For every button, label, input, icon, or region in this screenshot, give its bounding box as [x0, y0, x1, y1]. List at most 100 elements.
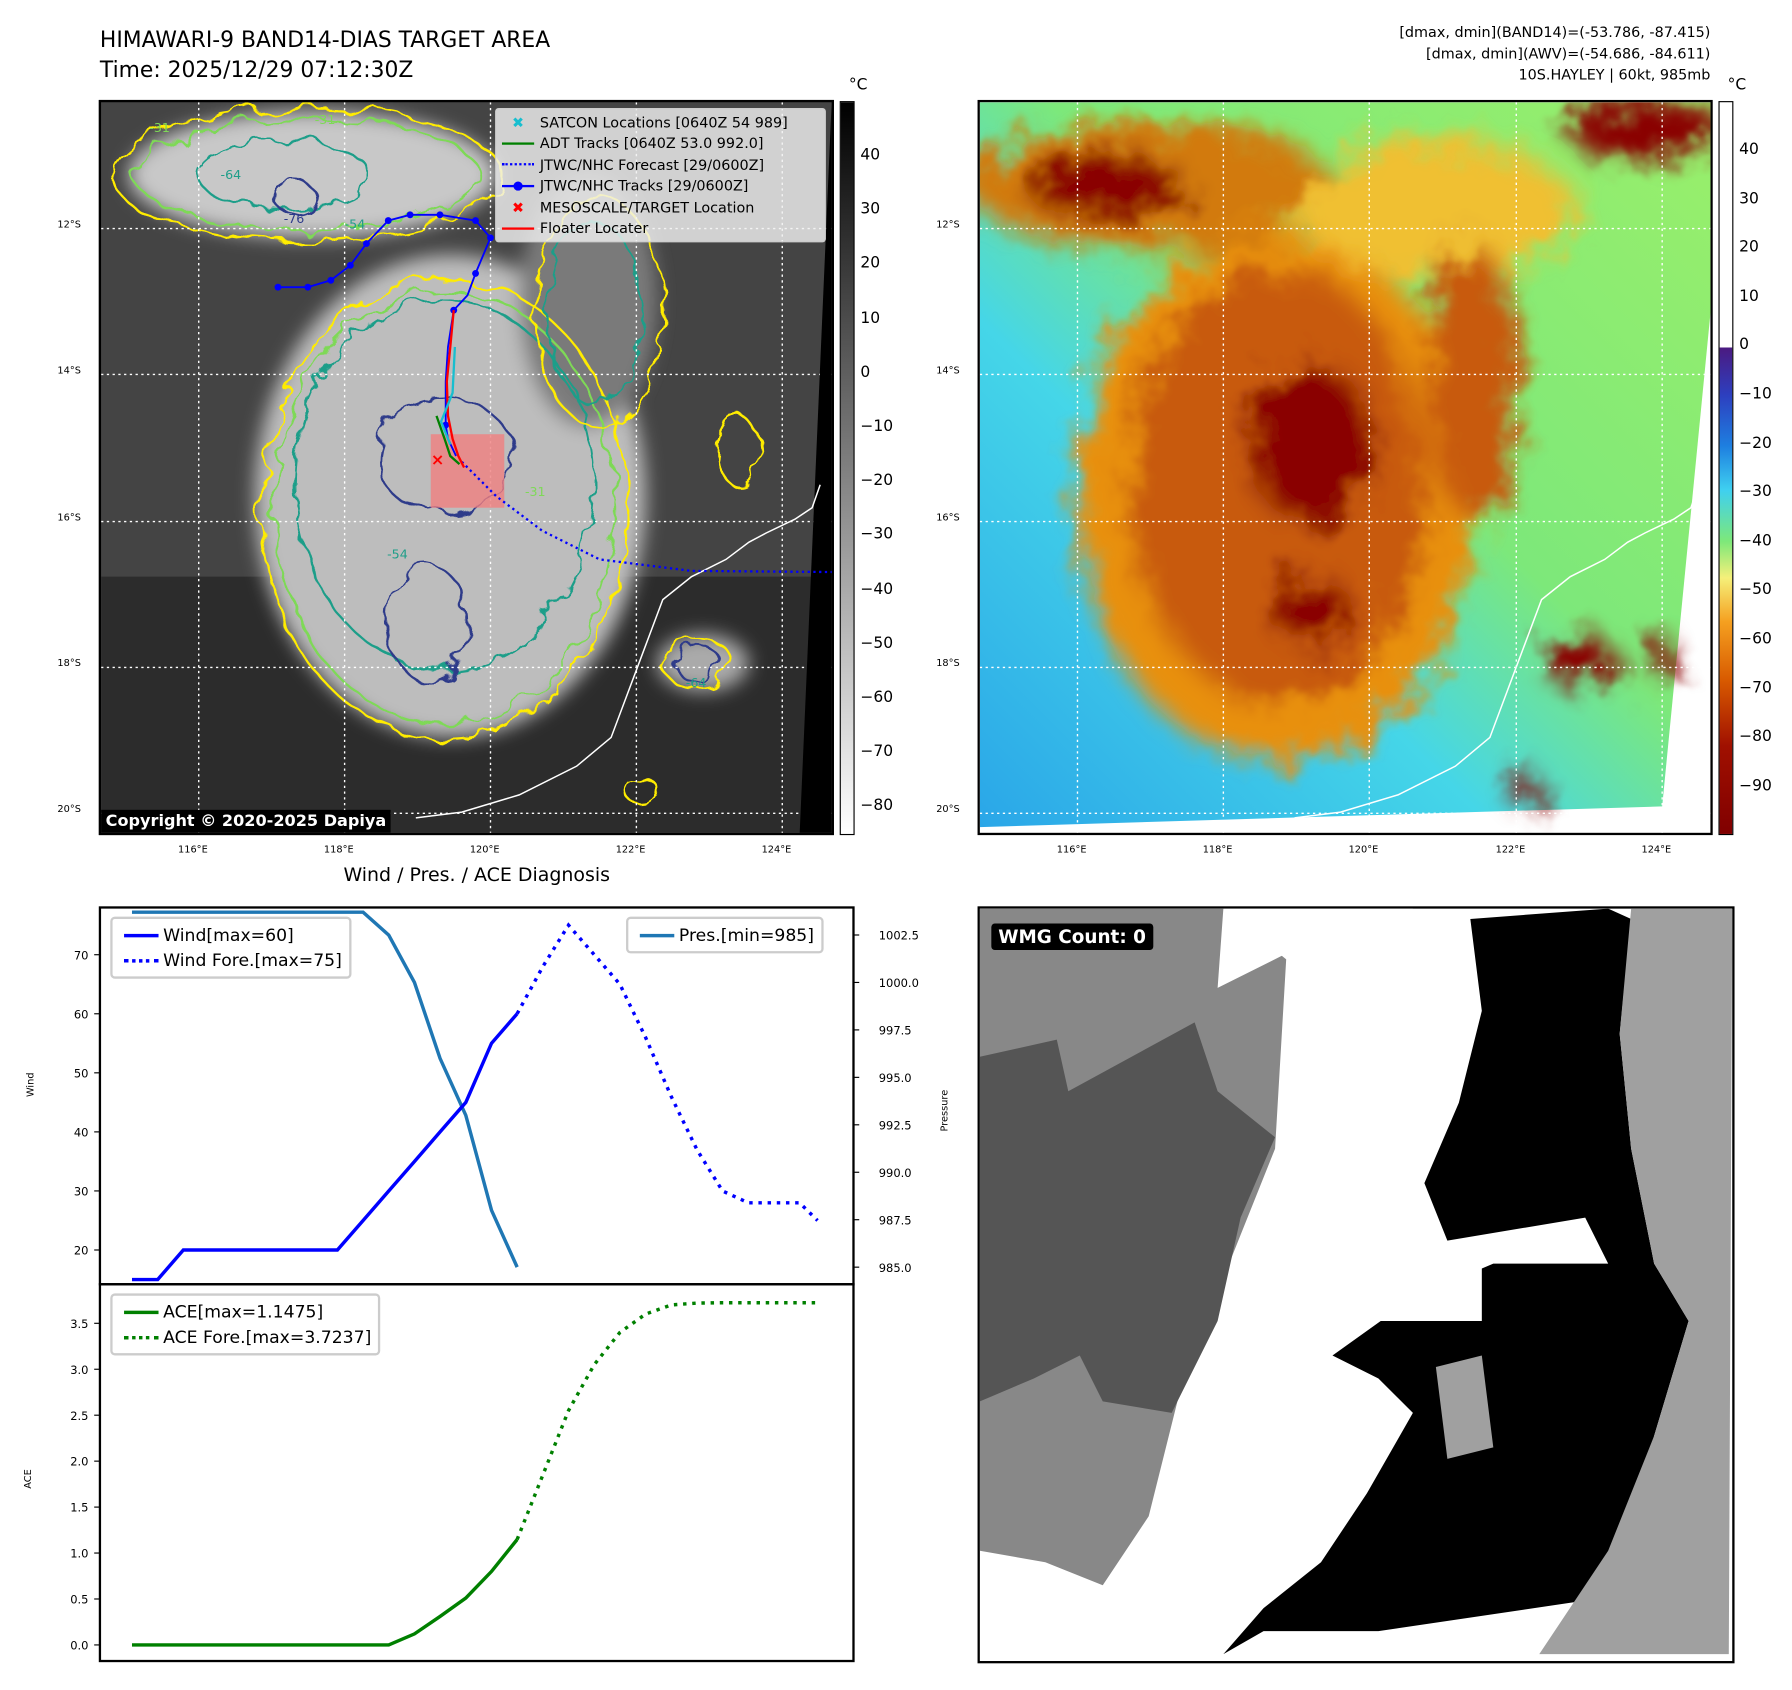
legend-satcon: ✖ SATCON Locations [0640Z 54 989] [496, 111, 825, 132]
info-storm: 10S.HAYLEY | 60kt, 985mb [1518, 65, 1711, 83]
colorbar-tick-label: −80 [860, 796, 894, 815]
colorbar-tick-label: −30 [1739, 482, 1772, 502]
legend-ace-forecast: ACE Fore.[max=3.7237] [119, 1324, 371, 1349]
info-block: [dmax, dmin](BAND14)=(-53.786, -87.415) … [1399, 22, 1710, 86]
copyright-label: Copyright © 2020-2025 Dapiya [101, 809, 391, 833]
legend-wind-forecast: Wind Fore.[max=75] [119, 948, 342, 973]
pressure-tick-label: 1000.0 [879, 976, 919, 990]
wmg-panel[interactable]: WMG Count: 0 [977, 906, 1735, 1664]
lat-tick-label: 12°S [936, 219, 960, 231]
lat-tick-label: 18°S [57, 658, 81, 670]
forecast-track [460, 460, 832, 574]
ace-tick-label: 2.5 [70, 1409, 88, 1423]
lat-tick-label: 20°S [936, 804, 960, 816]
contour-label: -54 [387, 546, 408, 561]
colorbar-tick-label: −80 [1739, 727, 1772, 746]
ace-forecast-line [515, 1301, 818, 1541]
colorbar-tick-label: 20 [860, 254, 881, 273]
lat-tick-label: 14°S [936, 365, 960, 377]
colorbar-tick-label: −20 [1739, 433, 1772, 453]
x-marker-icon: ✖ [512, 198, 525, 216]
mesoscale-box [430, 434, 505, 508]
colorbar-tick-label: 0 [860, 362, 871, 382]
wmg-image [979, 908, 1733, 1655]
colorbar-tick-label: −10 [860, 416, 894, 436]
solid-line-icon [496, 227, 540, 230]
lon-tick-label: 116°E [1056, 844, 1087, 856]
awv-colorbar [1718, 101, 1734, 836]
contour-label: -76 [284, 211, 305, 226]
colorbar-tick-label: 30 [860, 200, 881, 219]
ace-tick-label: 1.5 [70, 1501, 88, 1515]
legend-mesoscale: ✖ MESOSCALE/TARGET Location [496, 196, 825, 217]
colorbar-tick-label: −40 [860, 579, 894, 599]
contour-label: -64 [686, 675, 707, 690]
contour-label: -64 [221, 167, 242, 182]
legend-tracks: JTWC/NHC Tracks [29/0600Z] [496, 175, 825, 196]
awv-map[interactable] [977, 99, 1713, 836]
lat-tick-label: 18°S [936, 658, 960, 670]
colorbar-tick-label: −20 [860, 471, 894, 490]
lat-tick-label: 16°S [936, 512, 960, 524]
wind-axis-label: Wind [25, 1072, 37, 1098]
wind-legend: Wind[max=60] Wind Fore.[max=75] [110, 916, 352, 979]
legend-adt: ADT Tracks [0640Z 53.0 992.0] [496, 133, 825, 154]
x-marker-icon: ✖ [512, 113, 525, 131]
wind-tick-label: 50 [74, 1066, 89, 1080]
lon-tick-label: 116°E [178, 844, 208, 856]
wind-tick-label: 70 [74, 948, 89, 962]
graticule [979, 102, 1711, 833]
ace-tick-label: 1.0 [70, 1547, 88, 1561]
colorbar-tick-label: −50 [1739, 580, 1772, 599]
colorbar-tick-label: −10 [1739, 384, 1772, 404]
colorbar-tick-label: −60 [1739, 629, 1772, 648]
colorbar-tick-label: 40 [860, 145, 881, 165]
pressure-tick-label: 1002.5 [879, 929, 919, 943]
lon-tick-label: 120°E [469, 844, 500, 856]
colorbar-tick-label: 40 [1739, 140, 1759, 159]
pressure-axis-label: Pressure [939, 1089, 952, 1132]
lon-tick-label: 122°E [615, 844, 646, 856]
wind-tick-label: 40 [74, 1125, 89, 1139]
colorbar-tick-label: −70 [860, 742, 894, 761]
colorbar-unit: °C [1727, 75, 1747, 95]
lat-tick-label: 20°S [57, 804, 81, 816]
dotted-line-icon [496, 163, 540, 166]
colorbar-tick-label: −90 [1739, 776, 1772, 795]
colorbar-tick-label: 0 [1739, 335, 1750, 355]
colorbar-tick-label: −30 [860, 525, 894, 544]
contour-label: -31 [525, 484, 546, 499]
pressure-tick-label: 990.0 [879, 1166, 912, 1180]
pressure-line [131, 910, 519, 1268]
contour-label: -54 [345, 217, 366, 232]
map-legend: ✖ SATCON Locations [0640Z 54 989] ADT Tra… [495, 107, 826, 243]
solid-line-icon [119, 933, 163, 937]
lon-tick-label: 124°E [761, 844, 792, 856]
pressure-tick-label: 997.5 [879, 1023, 912, 1037]
pressure-tick-label: 985.0 [879, 1261, 912, 1275]
dotted-line-icon [119, 1335, 163, 1339]
dotted-line-icon [119, 958, 163, 963]
pressure-tick-label: 995.0 [879, 1071, 912, 1085]
pressure-legend: Pres.[min=985] [626, 916, 824, 954]
legend-wind: Wind[max=60] [119, 922, 341, 947]
lon-tick-label: 118°E [1202, 844, 1233, 856]
legend-forecast: JTWC/NHC Forecast [29/0600Z] [496, 154, 825, 175]
contour-label: -31 [315, 112, 336, 127]
colorbar-tick-label: 20 [1739, 237, 1759, 257]
ace-tick-label: 3.5 [70, 1317, 88, 1331]
lon-tick-label: 122°E [1495, 844, 1526, 856]
info-band14: [dmax, dmin](BAND14)=(-53.786, -87.415) [1399, 22, 1711, 41]
legend-pressure: Pres.[min=985] [635, 922, 814, 947]
band14-map[interactable]: × -31 -31 -64 -76 -54 -31 -54 -64 ✖ SATCO… [98, 99, 834, 836]
wind-line [131, 1012, 519, 1282]
chart-title: Wind / Pres. / ACE Diagnosis [343, 863, 610, 886]
lon-tick-label: 118°E [323, 844, 354, 856]
colorbar-tick-label: −70 [1739, 678, 1772, 697]
wind-tick-label: 60 [74, 1007, 89, 1021]
lat-tick-label: 12°S [57, 219, 81, 231]
ace-axis-label: ACE [22, 1469, 35, 1489]
ace-tick-label: 3.0 [70, 1363, 88, 1377]
ace-line [131, 1538, 519, 1647]
colorbar-tick-label: −50 [860, 633, 894, 653]
